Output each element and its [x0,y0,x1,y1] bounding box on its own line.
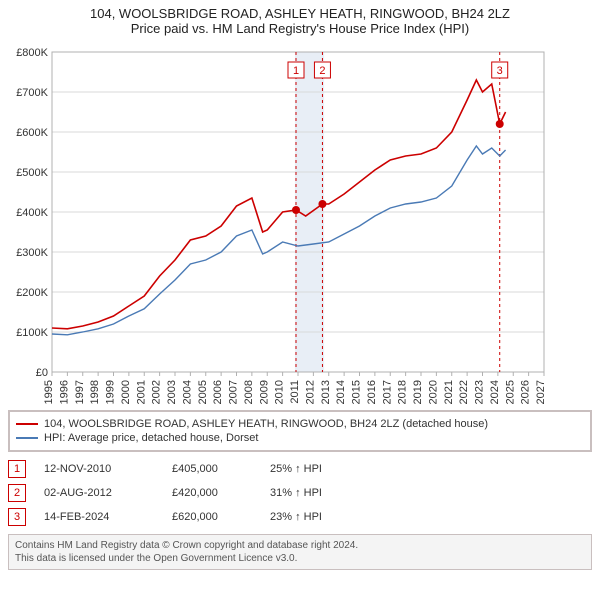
title-block: 104, WOOLSBRIDGE ROAD, ASHLEY HEATH, RIN… [8,6,592,36]
svg-text:2027: 2027 [535,380,547,404]
svg-text:£500K: £500K [16,167,48,179]
transaction-row: 3 14-FEB-2024 £620,000 23% ↑ HPI [8,508,592,526]
svg-text:1998: 1998 [89,380,101,404]
svg-text:2015: 2015 [351,380,363,404]
plot-area: £0 £100K £200K £300K £400K £500K £600K £700K £80… [8,42,592,402]
transactions-table: 1 12-NOV-2010 £405,000 25% ↑ HPI 2 02-AU… [8,460,592,526]
svg-text:2003: 2003 [166,380,178,404]
transaction-marker-2: 2 [8,484,26,502]
legend-row-property: 104, WOOLSBRIDGE ROAD, ASHLEY HEATH, RIN… [16,418,584,430]
legend-row-hpi: HPI: Average price, detached house, Dors… [16,432,584,444]
svg-text:2002: 2002 [151,380,163,404]
svg-text:1997: 1997 [74,380,86,404]
svg-text:3: 3 [497,65,503,77]
svg-text:1995: 1995 [43,380,55,404]
chart-container: 104, WOOLSBRIDGE ROAD, ASHLEY HEATH, RIN… [0,0,600,402]
svg-text:2019: 2019 [412,380,424,404]
svg-text:2024: 2024 [489,380,501,404]
svg-text:2009: 2009 [258,380,270,404]
svg-text:2026: 2026 [520,380,532,404]
svg-text:£300K: £300K [16,247,48,259]
svg-text:2013: 2013 [320,380,332,404]
transaction-price: £620,000 [172,511,252,523]
transaction-row: 1 12-NOV-2010 £405,000 25% ↑ HPI [8,460,592,478]
svg-text:2008: 2008 [243,380,255,404]
svg-text:1999: 1999 [105,380,117,404]
attribution-line-1: Contains HM Land Registry data © Crown c… [15,539,585,552]
svg-text:£600K: £600K [16,127,48,139]
svg-text:2023: 2023 [474,380,486,404]
svg-text:2000: 2000 [120,380,132,404]
svg-text:2: 2 [319,65,325,77]
svg-text:£800K: £800K [16,47,48,59]
svg-text:1: 1 [293,65,299,77]
svg-text:£0: £0 [36,367,48,379]
svg-text:2025: 2025 [504,380,516,404]
svg-text:2016: 2016 [366,380,378,404]
svg-text:£400K: £400K [16,207,48,219]
svg-text:2021: 2021 [443,380,455,404]
svg-text:2022: 2022 [458,380,470,404]
svg-text:2017: 2017 [381,380,393,404]
transaction-date: 02-AUG-2012 [44,487,154,499]
svg-text:2012: 2012 [304,380,316,404]
legend-label-property: 104, WOOLSBRIDGE ROAD, ASHLEY HEATH, RIN… [44,418,488,430]
transaction-marker-1: 1 [8,460,26,478]
svg-text:2004: 2004 [181,380,193,404]
transaction-pct: 31% ↑ HPI [270,487,380,499]
attribution-line-2: This data is licensed under the Open Gov… [15,552,585,565]
transaction-price: £405,000 [172,463,252,475]
svg-text:2010: 2010 [274,380,286,404]
svg-text:2007: 2007 [228,380,240,404]
attribution: Contains HM Land Registry data © Crown c… [8,534,592,570]
transaction-date: 12-NOV-2010 [44,463,154,475]
transaction-pct: 23% ↑ HPI [270,511,380,523]
svg-text:2006: 2006 [212,380,224,404]
plot-svg: £0 £100K £200K £300K £400K £500K £600K £700K £80… [8,42,592,412]
svg-text:2020: 2020 [427,380,439,404]
svg-text:2001: 2001 [135,380,147,404]
transaction-date: 14-FEB-2024 [44,511,154,523]
transaction-price: £420,000 [172,487,252,499]
title-line-2: Price paid vs. HM Land Registry's House … [8,21,592,36]
svg-text:2014: 2014 [335,380,347,404]
svg-text:2018: 2018 [397,380,409,404]
svg-text:2011: 2011 [289,380,301,404]
legend-swatch-property [16,423,38,425]
svg-text:£200K: £200K [16,287,48,299]
title-line-1: 104, WOOLSBRIDGE ROAD, ASHLEY HEATH, RIN… [8,6,592,21]
transaction-pct: 25% ↑ HPI [270,463,380,475]
svg-text:1996: 1996 [58,380,70,404]
legend-label-hpi: HPI: Average price, detached house, Dors… [44,432,258,444]
svg-text:2005: 2005 [197,380,209,404]
svg-text:£700K: £700K [16,87,48,99]
transaction-marker-3: 3 [8,508,26,526]
legend: 104, WOOLSBRIDGE ROAD, ASHLEY HEATH, RIN… [8,410,592,452]
svg-text:£100K: £100K [16,327,48,339]
legend-swatch-hpi [16,437,38,439]
transaction-row: 2 02-AUG-2012 £420,000 31% ↑ HPI [8,484,592,502]
